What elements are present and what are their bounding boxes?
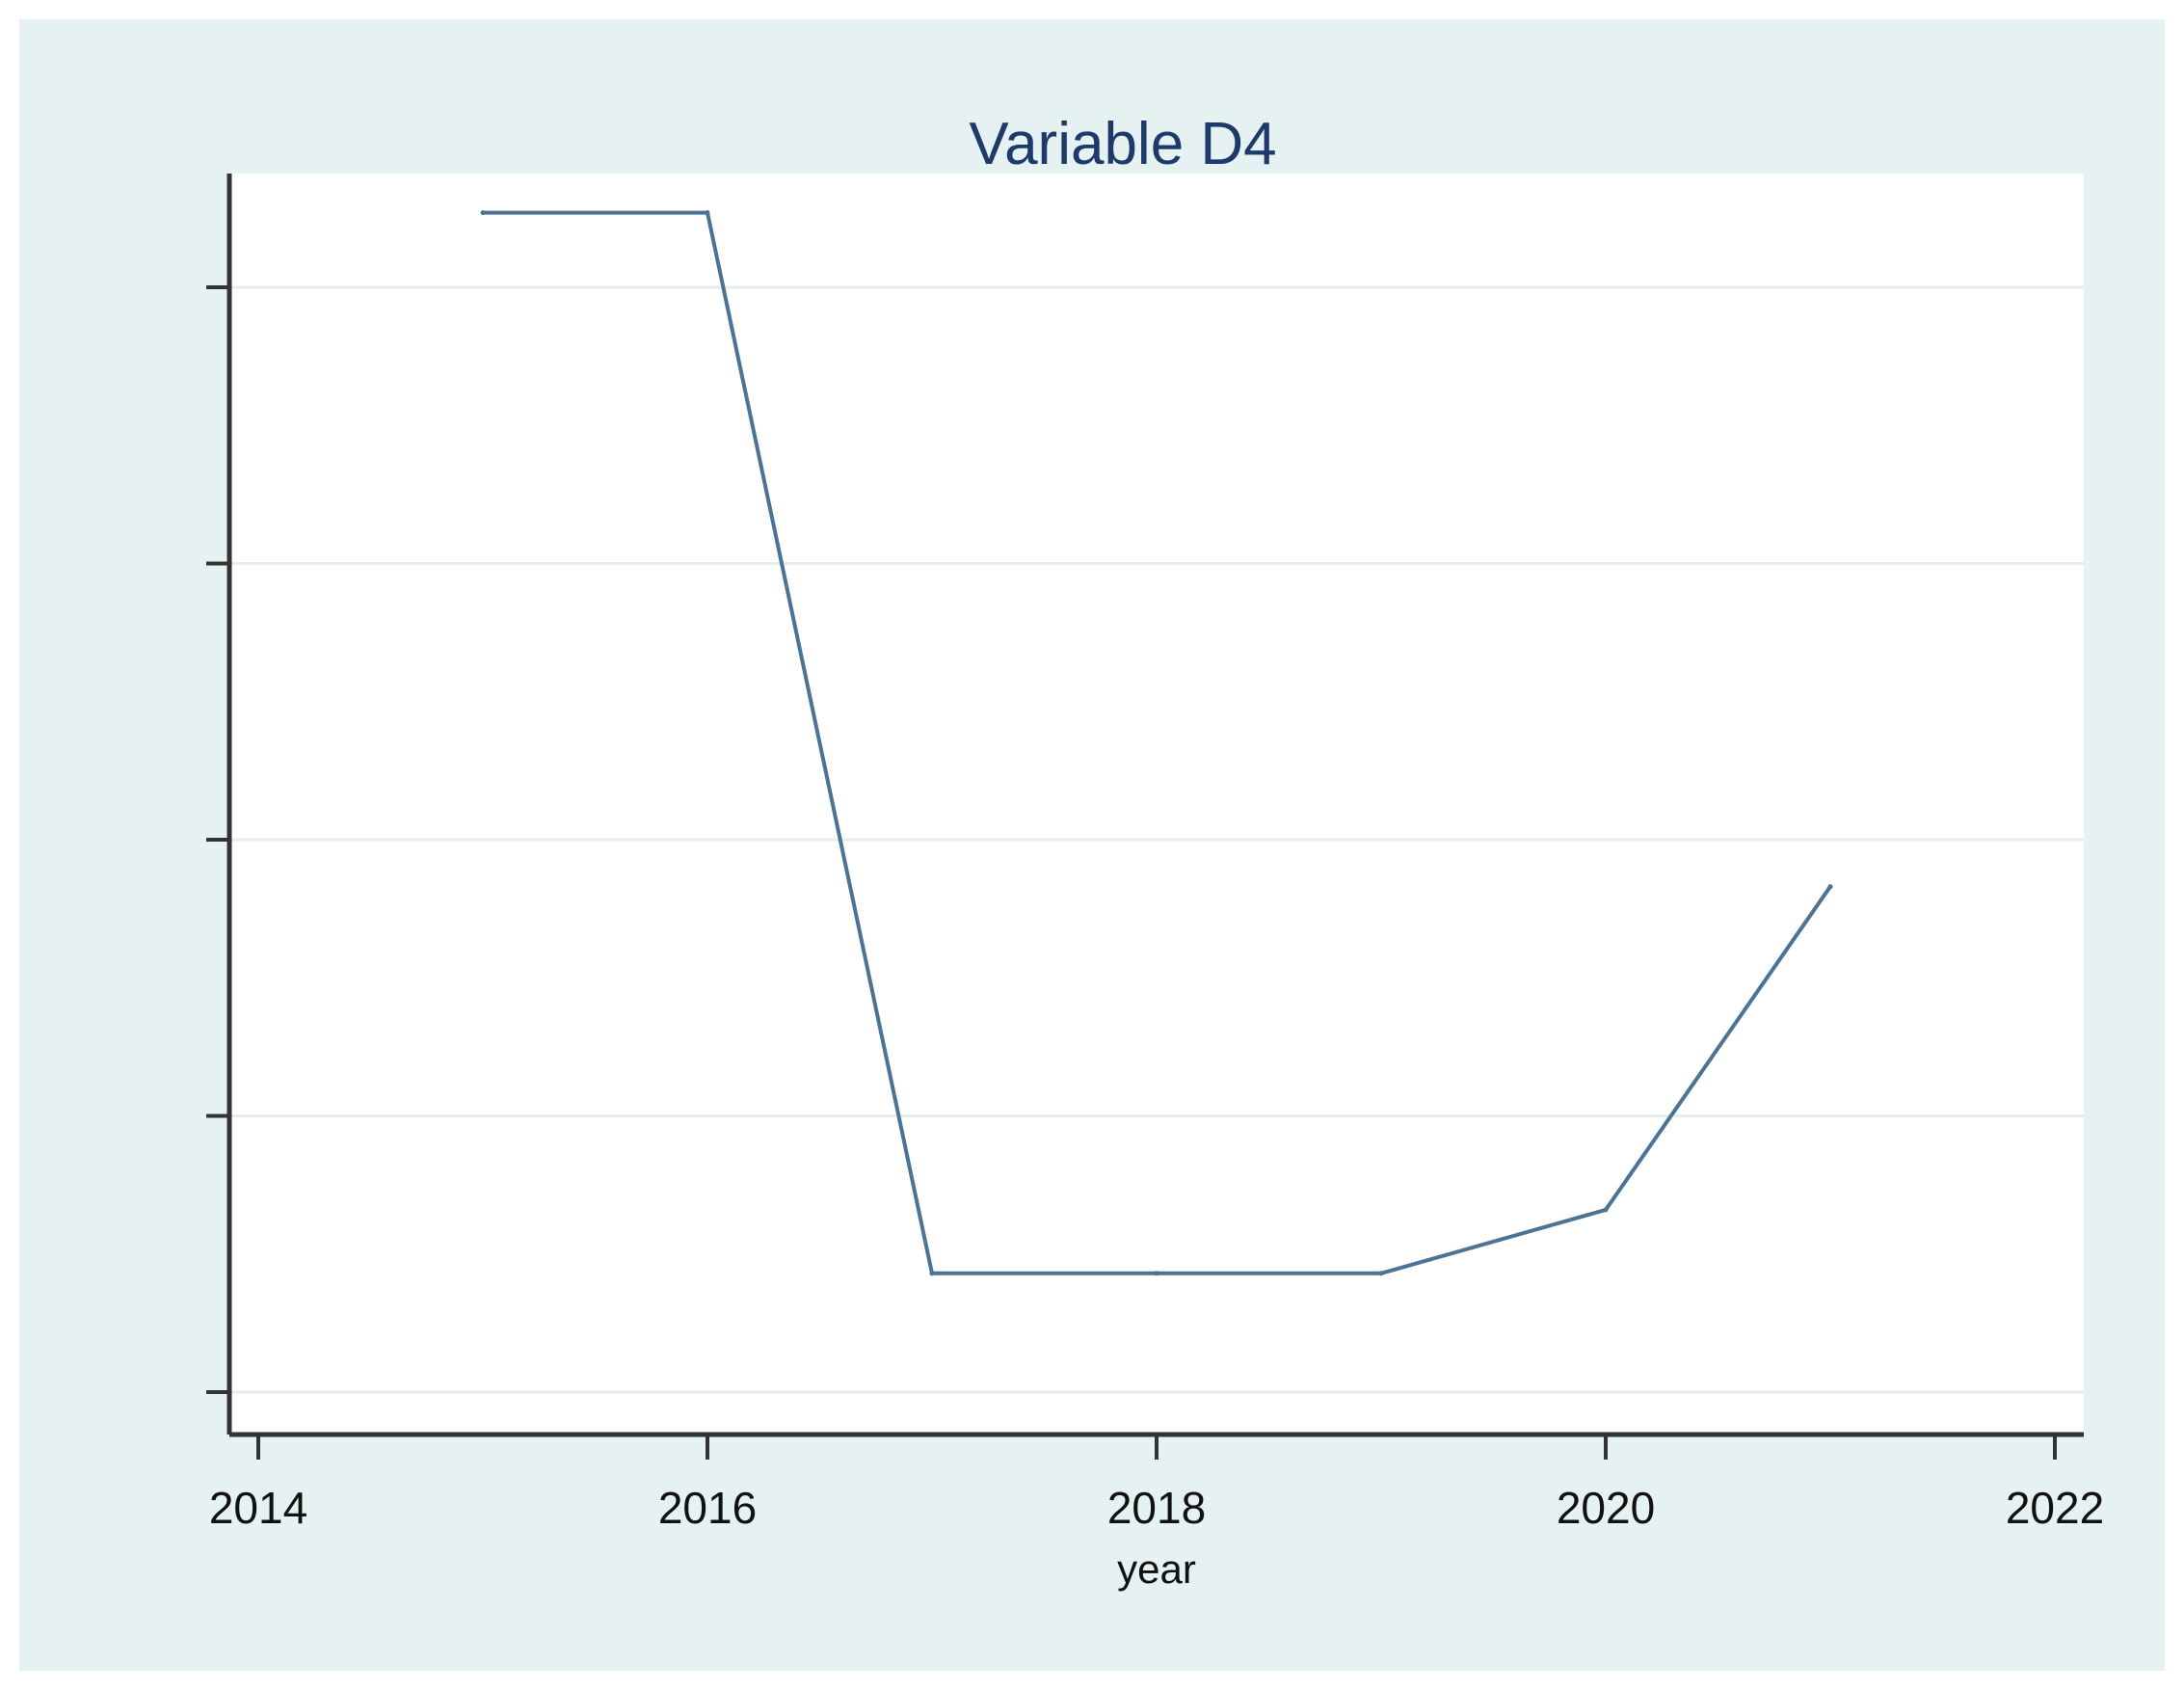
gridlines [229,285,2084,1394]
x-tick-label: 2016 [658,1483,757,1533]
chart-title: Variable D4 [969,111,1276,177]
data-point [1154,1271,1159,1276]
axes [206,174,2084,1460]
tick-labels: 2014 2016 2018 2020 2022 [209,1483,2104,1533]
plot-area [229,174,2084,1435]
line-chart: Variable D4 2014 2016 2018 2020 2022 year [206,111,2104,1592]
series-layer [480,210,1833,1276]
x-tick-label: 2020 [1557,1483,1655,1533]
x-tick-label: 2014 [209,1483,307,1533]
data-point [1378,1271,1384,1276]
data-point [480,210,486,216]
x-tick-label: 2022 [2006,1483,2104,1533]
data-point [1603,1207,1609,1213]
x-tick-label: 2018 [1107,1483,1206,1533]
data-point [705,210,710,216]
chart-frame: Variable D4 2014 2016 2018 2020 2022 year [19,19,2165,1671]
x-axis-title: year [1117,1546,1196,1592]
data-point [1827,884,1833,890]
data-point [929,1271,935,1276]
